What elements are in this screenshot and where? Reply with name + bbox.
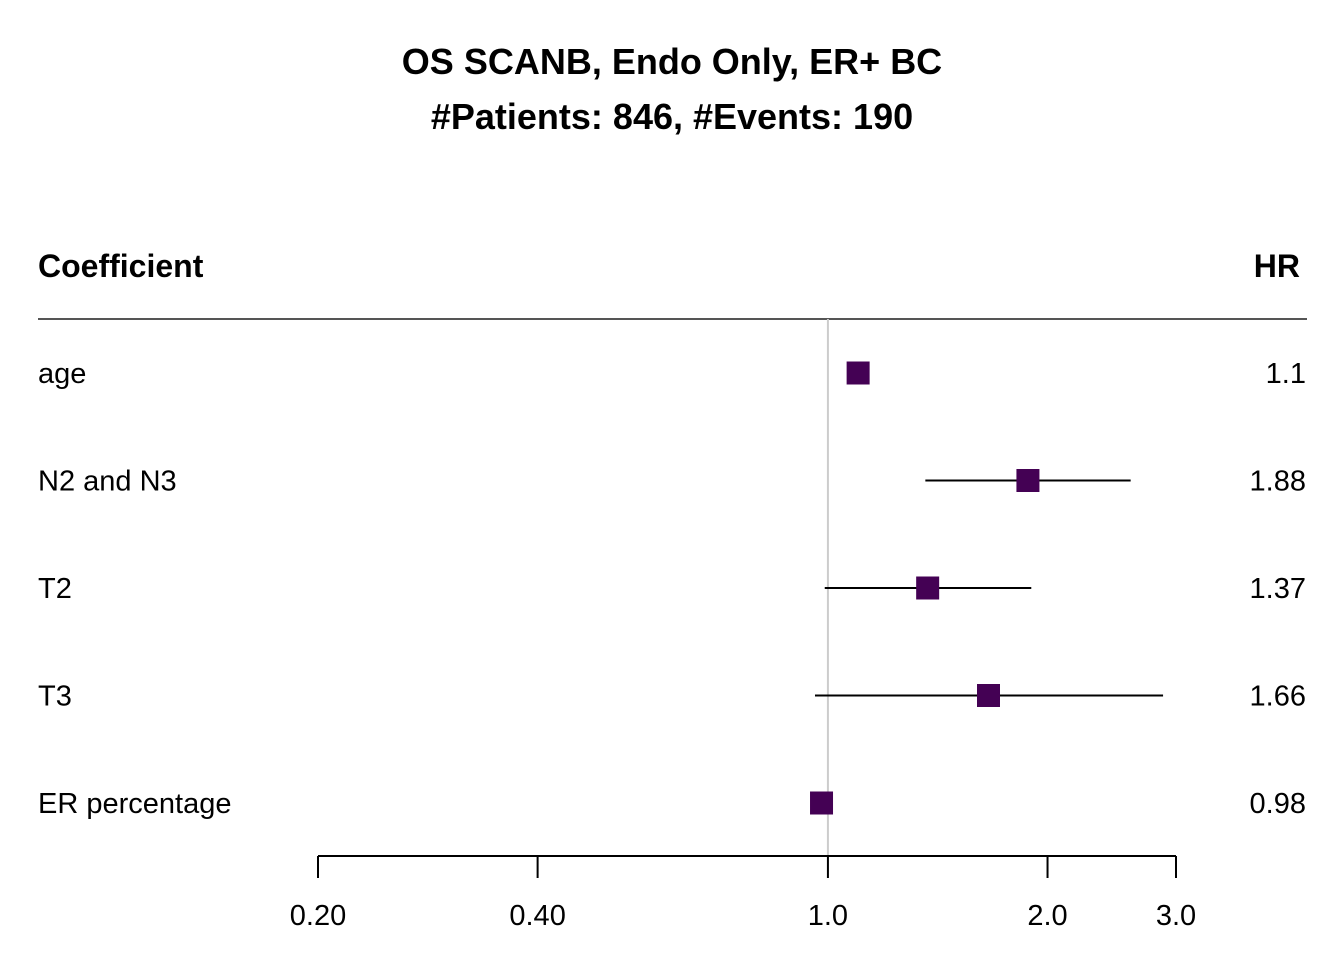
- x-tick-label: 0.40: [509, 900, 565, 932]
- x-axis: 0.20 0.40 1.0 2.0 3.0: [290, 855, 1196, 932]
- forest-row: ER percentage 0.98: [38, 788, 1306, 820]
- row-hr-value: 1.37: [1250, 573, 1306, 605]
- x-tick-label: 1.0: [808, 900, 848, 932]
- row-hr-value: 1.1: [1266, 358, 1306, 390]
- chart-title: OS SCANB, Endo Only, ER+ BC: [402, 41, 942, 82]
- forest-row: T2 1.37: [38, 573, 1306, 605]
- forest-row: age 1.1: [38, 358, 1306, 390]
- x-tick-label: 3.0: [1156, 900, 1196, 932]
- hr-point-marker: [1016, 469, 1040, 492]
- row-hr-value: 1.66: [1250, 681, 1306, 713]
- coefficient-column-header: Coefficient: [38, 248, 204, 284]
- hr-point-marker: [916, 576, 940, 600]
- chart-subtitle: #Patients: 846, #Events: 190: [431, 96, 913, 137]
- hr-point-marker: [810, 791, 834, 815]
- hr-point-marker: [976, 684, 1000, 707]
- row-label: N2 and N3: [38, 466, 177, 498]
- forest-row: N2 and N3 1.88: [38, 466, 1306, 498]
- row-label: T3: [38, 681, 72, 713]
- row-hr-value: 0.98: [1250, 788, 1306, 820]
- row-label: ER percentage: [38, 788, 231, 820]
- row-hr-value: 1.88: [1250, 466, 1306, 498]
- hr-column-header: HR: [1254, 248, 1300, 284]
- forest-row: T3 1.66: [38, 681, 1306, 713]
- forest-rows: age 1.1 N2 and N3 1.88 T2 1.37 T3 1.66 ER percen…: [38, 358, 1306, 820]
- row-label: T2: [38, 573, 72, 605]
- hr-point-marker: [846, 361, 870, 385]
- row-label: age: [38, 358, 86, 390]
- x-tick-label: 0.20: [290, 900, 346, 932]
- x-tick-label: 2.0: [1027, 900, 1067, 932]
